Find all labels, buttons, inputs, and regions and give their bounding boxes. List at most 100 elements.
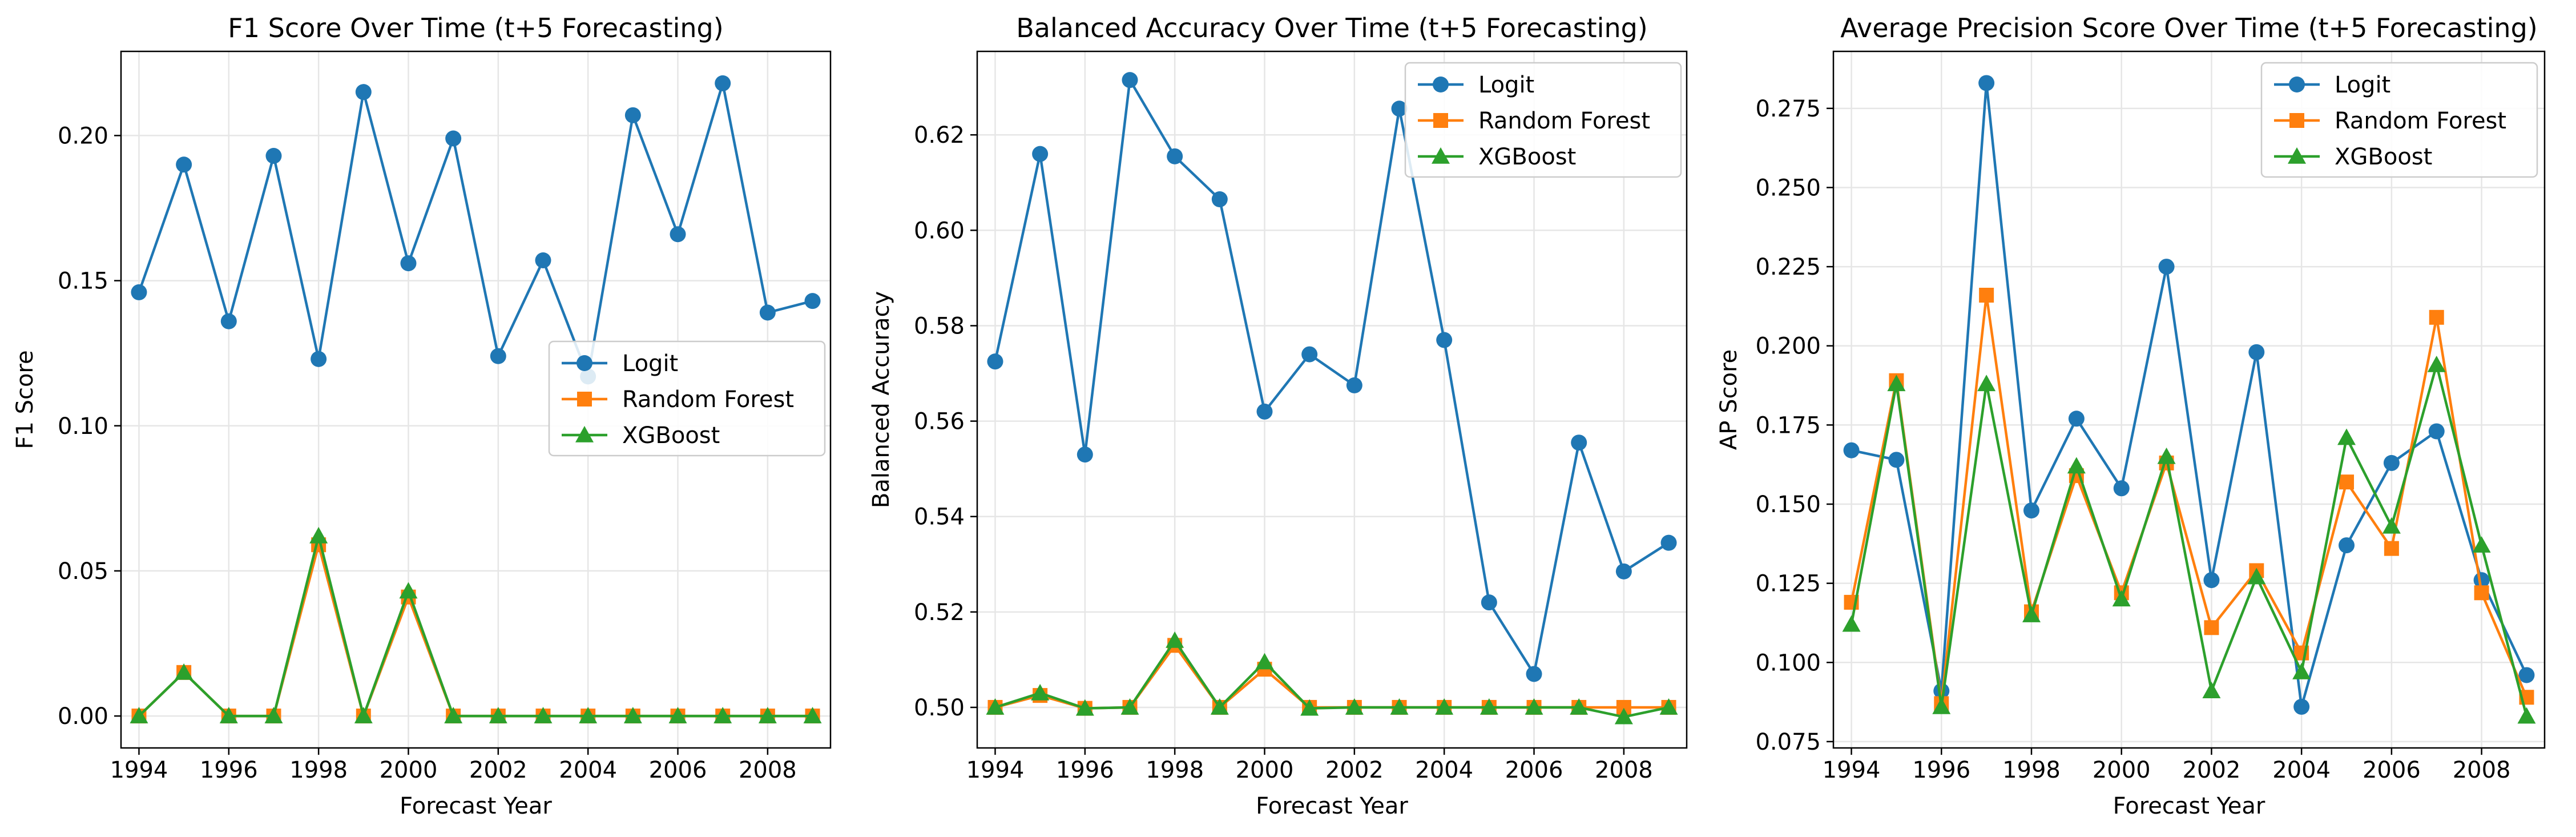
data-point-0-3 — [265, 148, 282, 164]
data-point-2-1 — [175, 663, 193, 680]
data-point-2-13 — [2427, 356, 2446, 372]
data-point-0-0 — [131, 284, 147, 300]
y-axis-label: F1 Score — [12, 350, 38, 449]
data-point-2-14 — [758, 707, 777, 723]
x-tick-label: 1998 — [1146, 757, 1204, 783]
data-point-0-9 — [1391, 100, 1408, 117]
data-point-2-8 — [2202, 682, 2221, 698]
data-point-0-3 — [1978, 75, 1995, 91]
x-tick-label: 2008 — [739, 757, 797, 783]
y-tick-label: 0.52 — [914, 599, 965, 626]
data-point-1-14 — [2474, 585, 2489, 601]
legend: Logit Random Forest XGBoost — [548, 340, 826, 457]
data-point-0-14 — [759, 304, 776, 321]
x-tick-label: 1996 — [200, 757, 258, 783]
data-point-2-0 — [1842, 615, 1861, 632]
data-point-2-12 — [668, 707, 687, 723]
data-point-0-6 — [400, 255, 417, 272]
data-point-2-5 — [354, 707, 373, 723]
legend-swatch-marker — [1433, 77, 1449, 92]
x-tick-label: 1994 — [966, 757, 1025, 783]
y-tick-label: 0.15 — [58, 268, 108, 295]
x-axis-label: Forecast Year — [2113, 793, 2265, 819]
y-tick-label: 0.62 — [914, 122, 965, 148]
data-point-1-12 — [2384, 541, 2399, 556]
legend-swatch-marker — [2289, 113, 2304, 128]
series-line-2 — [138, 534, 813, 718]
data-point-0-13 — [715, 75, 731, 91]
data-point-2-2 — [1932, 697, 1951, 714]
data-point-2-9 — [1390, 698, 1409, 715]
data-point-2-13 — [713, 707, 732, 723]
x-tick-label: 2008 — [2453, 757, 2511, 783]
data-point-2-12 — [1525, 698, 1543, 715]
y-axis-label: Balanced Accuracy — [868, 291, 894, 508]
data-point-2-8 — [1345, 698, 1364, 715]
data-point-2-15 — [1659, 698, 1678, 715]
y-tick-label: 0.200 — [1755, 333, 1821, 360]
data-point-0-5 — [2068, 411, 2085, 427]
legend-swatch-marker — [2289, 77, 2305, 92]
legend-entry: XGBoost — [1478, 144, 1576, 170]
legend-entry: Random Forest — [622, 387, 794, 413]
x-tick-label: 2004 — [559, 757, 617, 783]
data-point-0-10 — [2293, 698, 2310, 715]
legend-entry: Random Forest — [2335, 108, 2506, 134]
x-tick-label: 2006 — [2363, 757, 2421, 783]
data-point-2-10 — [1435, 698, 1454, 715]
x-axis-label: Forecast Year — [1256, 793, 1408, 819]
legend-entry: XGBoost — [2335, 144, 2432, 170]
data-point-0-15 — [2518, 667, 2535, 683]
legend: Logit Random Forest XGBoost — [2260, 62, 2538, 178]
y-tick-label: 0.100 — [1755, 650, 1821, 676]
data-point-0-3 — [1122, 72, 1138, 88]
x-axis-label: Forecast Year — [400, 793, 552, 819]
data-point-0-13 — [1571, 434, 1587, 451]
y-tick-label: 0.250 — [1755, 175, 1821, 201]
data-point-2-10 — [579, 707, 598, 723]
y-tick-label: 0.275 — [1755, 96, 1821, 122]
y-tick-label: 0.175 — [1755, 412, 1821, 438]
data-point-1-8 — [2204, 620, 2219, 635]
legend-box — [2260, 62, 2538, 178]
y-tick-label: 0.075 — [1755, 729, 1821, 755]
x-tick-label: 1996 — [1912, 757, 1970, 783]
axes-frame — [1832, 50, 2546, 749]
chart-title: F1 Score Over Time (t+5 Forecasting) — [228, 13, 723, 43]
data-point-2-1 — [1887, 375, 1906, 392]
series-line-1 — [994, 644, 1669, 710]
data-point-0-13 — [2428, 423, 2445, 440]
x-tick-label: 2008 — [1595, 757, 1653, 783]
data-point-2-2 — [1075, 699, 1094, 716]
legend-entry: Logit — [1478, 72, 1534, 98]
data-point-2-2 — [219, 707, 238, 723]
legend-entry: Logit — [622, 351, 678, 377]
x-tick-label: 2004 — [2272, 757, 2331, 783]
x-tick-label: 1996 — [1056, 757, 1114, 783]
x-tick-label: 2004 — [1415, 757, 1473, 783]
data-point-2-7 — [444, 707, 463, 723]
data-point-0-12 — [2383, 454, 2400, 471]
panel-1: 1994 1996 1998 2000 2002 2004 2006 2008 0.00 0.05… — [12, 13, 832, 819]
data-point-0-1 — [1032, 146, 1049, 162]
data-point-0-9 — [535, 252, 551, 268]
series-line-2 — [1850, 363, 2528, 717]
legend-swatch-marker — [577, 355, 592, 371]
data-point-0-6 — [1256, 403, 1273, 420]
data-point-0-11 — [2339, 537, 2355, 554]
y-tick-label: 0.58 — [914, 313, 965, 339]
data-point-0-8 — [2203, 572, 2220, 589]
data-point-0-7 — [445, 130, 462, 147]
chart-title: Balanced Accuracy Over Time (t+5 Forecas… — [1016, 13, 1648, 43]
y-tick-label: 0.05 — [58, 558, 108, 585]
y-tick-label: 0.10 — [58, 413, 108, 440]
data-point-2-9 — [2247, 568, 2266, 585]
x-tick-label: 1994 — [110, 757, 168, 783]
data-point-1-3 — [1979, 288, 1994, 303]
data-point-0-11 — [624, 107, 641, 123]
data-point-2-3 — [264, 707, 283, 723]
data-point-0-1 — [1888, 452, 1905, 468]
data-point-0-0 — [1843, 442, 1860, 458]
legend-swatch-marker — [1432, 147, 1450, 164]
